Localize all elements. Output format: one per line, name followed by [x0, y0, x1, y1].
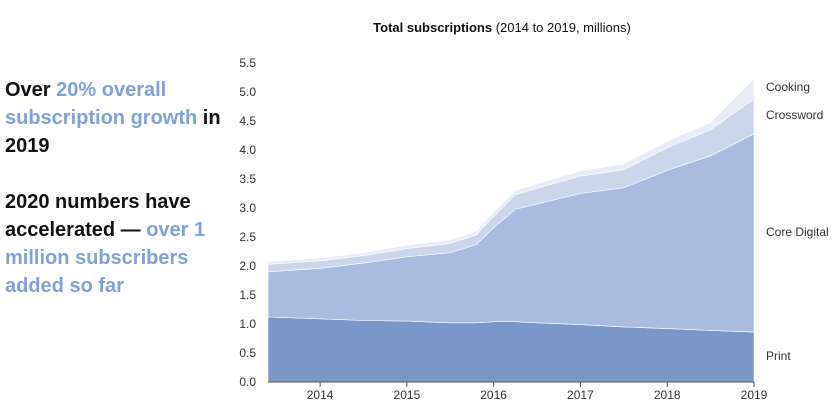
y-tick-label: 0.5 — [239, 346, 256, 360]
series-label-cooking: Cooking — [766, 80, 810, 94]
x-tick-label: 2015 — [394, 388, 421, 402]
y-axis: 0.0 0.5 1.0 1.5 2.0 2.5 3.0 3.5 4.0 4.5 5.0 5.5 — [239, 56, 256, 389]
x-tick-label: 2017 — [567, 388, 594, 402]
y-tick-label: 2.0 — [239, 259, 256, 273]
chart-title: Total subscriptions (2014 to 2019, milli… — [373, 20, 631, 35]
y-tick-label: 4.0 — [239, 143, 256, 157]
headline-text-block: Over 20% overall subscription growth in … — [5, 76, 235, 328]
chart-title-detail: (2014 to 2019, millions) — [492, 20, 631, 35]
x-axis: 2014 2015 2016 2017 2018 2019 — [268, 381, 768, 402]
acceleration-statement-highlight: over 1 million subscribers added so far — [5, 219, 206, 297]
area-series-group — [267, 77, 755, 383]
growth-statement-lead: Over — [5, 79, 57, 101]
x-tick-label: 2016 — [480, 388, 507, 402]
x-tick-label: 2014 — [307, 388, 334, 402]
growth-statement-highlight: 20% overall subscription growth — [5, 79, 198, 129]
y-tick-label: 1.0 — [239, 317, 256, 331]
series-labels: Print Core Digital Crossword Cooking — [766, 80, 829, 363]
series-label-core-digital: Core Digital — [766, 225, 829, 239]
y-tick-label: 3.0 — [239, 201, 256, 215]
acceleration-statement: 2020 numbers have accelerated — over 1 m… — [5, 188, 235, 300]
x-tick-label: 2019 — [741, 388, 768, 402]
y-tick-label: 3.5 — [239, 172, 256, 186]
y-tick-label: 1.5 — [239, 288, 256, 302]
growth-statement: Over 20% overall subscription growth in … — [5, 76, 235, 160]
growth-statement-tail: in 2019 — [5, 107, 221, 157]
y-tick-label: 4.5 — [239, 114, 256, 128]
y-tick-label: 5.5 — [239, 56, 256, 70]
series-label-crossword: Crossword — [766, 108, 823, 122]
y-tick-label: 0.0 — [239, 375, 256, 389]
series-label-print: Print — [766, 349, 791, 363]
y-tick-label: 5.0 — [239, 85, 256, 99]
chart-title-main: Total subscriptions — [373, 20, 492, 35]
acceleration-statement-lead: 2020 numbers have accelerated — — [5, 191, 191, 241]
x-tick-label: 2018 — [654, 388, 681, 402]
area-cooking — [267, 77, 755, 265]
y-tick-label: 2.5 — [239, 230, 256, 244]
